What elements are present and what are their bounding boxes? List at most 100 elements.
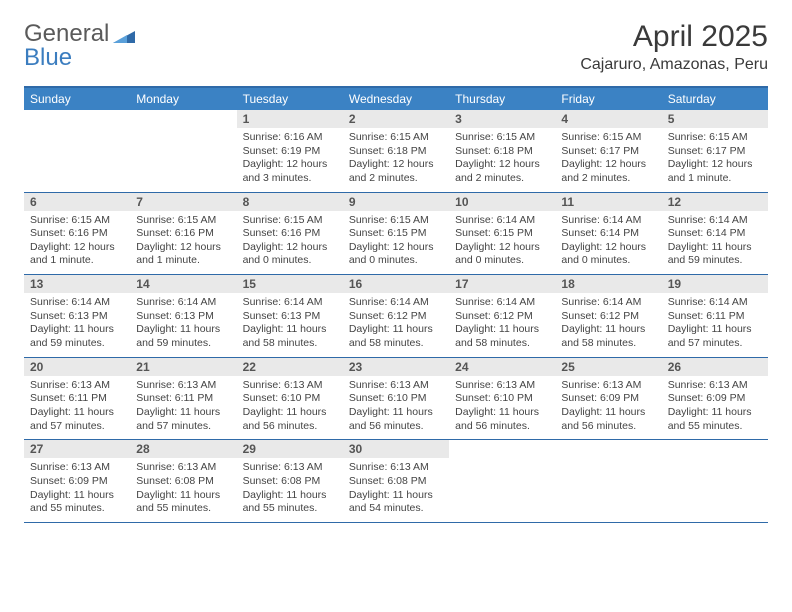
sunrise-text: Sunrise: 6:13 AM xyxy=(668,379,762,393)
day-body: Sunrise: 6:15 AMSunset: 6:18 PMDaylight:… xyxy=(449,128,555,192)
day-number: 27 xyxy=(24,440,130,458)
sunrise-text: Sunrise: 6:15 AM xyxy=(455,131,549,145)
daylight-text: Daylight: 11 hours and 56 minutes. xyxy=(561,406,655,433)
day-cell: 7Sunrise: 6:15 AMSunset: 6:16 PMDaylight… xyxy=(130,193,236,275)
sunset-text: Sunset: 6:13 PM xyxy=(243,310,337,324)
sunset-text: Sunset: 6:10 PM xyxy=(243,392,337,406)
daylight-text: Daylight: 12 hours and 1 minute. xyxy=(136,241,230,268)
sunset-text: Sunset: 6:09 PM xyxy=(30,475,124,489)
day-body: Sunrise: 6:13 AMSunset: 6:11 PMDaylight:… xyxy=(130,376,236,440)
day-number: 17 xyxy=(449,275,555,293)
sunset-text: Sunset: 6:15 PM xyxy=(349,227,443,241)
day-number: 23 xyxy=(343,358,449,376)
daylight-text: Daylight: 12 hours and 0 minutes. xyxy=(349,241,443,268)
day-body: Sunrise: 6:13 AMSunset: 6:10 PMDaylight:… xyxy=(237,376,343,440)
weekday-wednesday: Wednesday xyxy=(343,88,449,110)
sunset-text: Sunset: 6:16 PM xyxy=(136,227,230,241)
day-number: 29 xyxy=(237,440,343,458)
daylight-text: Daylight: 11 hours and 55 minutes. xyxy=(243,489,337,516)
day-number: 12 xyxy=(662,193,768,211)
day-body: Sunrise: 6:14 AMSunset: 6:13 PMDaylight:… xyxy=(24,293,130,357)
day-cell xyxy=(449,440,555,522)
week-row: 27Sunrise: 6:13 AMSunset: 6:09 PMDayligh… xyxy=(24,440,768,523)
title-block: April 2025 Cajaruro, Amazonas, Peru xyxy=(580,20,768,74)
sunrise-text: Sunrise: 6:13 AM xyxy=(243,379,337,393)
day-body: Sunrise: 6:13 AMSunset: 6:08 PMDaylight:… xyxy=(130,458,236,522)
day-cell xyxy=(555,440,661,522)
week-row: 6Sunrise: 6:15 AMSunset: 6:16 PMDaylight… xyxy=(24,193,768,276)
day-number: 4 xyxy=(555,110,661,128)
sunrise-text: Sunrise: 6:15 AM xyxy=(136,214,230,228)
daylight-text: Daylight: 11 hours and 58 minutes. xyxy=(349,323,443,350)
sunrise-text: Sunrise: 6:15 AM xyxy=(243,214,337,228)
daylight-text: Daylight: 11 hours and 56 minutes. xyxy=(349,406,443,433)
day-number: 16 xyxy=(343,275,449,293)
day-number: 13 xyxy=(24,275,130,293)
day-cell: 24Sunrise: 6:13 AMSunset: 6:10 PMDayligh… xyxy=(449,358,555,440)
day-number: 1 xyxy=(237,110,343,128)
daylight-text: Daylight: 11 hours and 57 minutes. xyxy=(668,323,762,350)
day-cell: 17Sunrise: 6:14 AMSunset: 6:12 PMDayligh… xyxy=(449,275,555,357)
day-body: Sunrise: 6:13 AMSunset: 6:10 PMDaylight:… xyxy=(449,376,555,440)
day-cell: 23Sunrise: 6:13 AMSunset: 6:10 PMDayligh… xyxy=(343,358,449,440)
weeks-container: 1Sunrise: 6:16 AMSunset: 6:19 PMDaylight… xyxy=(24,110,768,523)
day-cell: 8Sunrise: 6:15 AMSunset: 6:16 PMDaylight… xyxy=(237,193,343,275)
day-number: 11 xyxy=(555,193,661,211)
day-number: 3 xyxy=(449,110,555,128)
daylight-text: Daylight: 12 hours and 0 minutes. xyxy=(455,241,549,268)
sunrise-text: Sunrise: 6:13 AM xyxy=(30,379,124,393)
sunset-text: Sunset: 6:12 PM xyxy=(455,310,549,324)
month-title: April 2025 xyxy=(580,20,768,54)
day-body: Sunrise: 6:14 AMSunset: 6:12 PMDaylight:… xyxy=(449,293,555,357)
weekday-thursday: Thursday xyxy=(449,88,555,110)
day-body: Sunrise: 6:15 AMSunset: 6:17 PMDaylight:… xyxy=(662,128,768,192)
day-number: 28 xyxy=(130,440,236,458)
daylight-text: Daylight: 12 hours and 0 minutes. xyxy=(561,241,655,268)
sunset-text: Sunset: 6:17 PM xyxy=(561,145,655,159)
week-row: 13Sunrise: 6:14 AMSunset: 6:13 PMDayligh… xyxy=(24,275,768,358)
calendar: Sunday Monday Tuesday Wednesday Thursday… xyxy=(24,86,768,523)
day-body: Sunrise: 6:14 AMSunset: 6:12 PMDaylight:… xyxy=(343,293,449,357)
day-body: Sunrise: 6:14 AMSunset: 6:15 PMDaylight:… xyxy=(449,211,555,275)
day-cell: 9Sunrise: 6:15 AMSunset: 6:15 PMDaylight… xyxy=(343,193,449,275)
sunset-text: Sunset: 6:09 PM xyxy=(668,392,762,406)
day-cell: 14Sunrise: 6:14 AMSunset: 6:13 PMDayligh… xyxy=(130,275,236,357)
day-number: 30 xyxy=(343,440,449,458)
sunrise-text: Sunrise: 6:14 AM xyxy=(668,296,762,310)
day-body: Sunrise: 6:15 AMSunset: 6:15 PMDaylight:… xyxy=(343,211,449,275)
day-cell: 5Sunrise: 6:15 AMSunset: 6:17 PMDaylight… xyxy=(662,110,768,192)
day-cell: 6Sunrise: 6:15 AMSunset: 6:16 PMDaylight… xyxy=(24,193,130,275)
sunset-text: Sunset: 6:11 PM xyxy=(30,392,124,406)
day-body: Sunrise: 6:13 AMSunset: 6:08 PMDaylight:… xyxy=(343,458,449,522)
day-body: Sunrise: 6:14 AMSunset: 6:14 PMDaylight:… xyxy=(555,211,661,275)
daylight-text: Daylight: 11 hours and 58 minutes. xyxy=(561,323,655,350)
day-cell: 26Sunrise: 6:13 AMSunset: 6:09 PMDayligh… xyxy=(662,358,768,440)
weekday-sunday: Sunday xyxy=(24,88,130,110)
day-body: Sunrise: 6:15 AMSunset: 6:16 PMDaylight:… xyxy=(237,211,343,275)
daylight-text: Daylight: 12 hours and 0 minutes. xyxy=(243,241,337,268)
daylight-text: Daylight: 11 hours and 59 minutes. xyxy=(136,323,230,350)
sunrise-text: Sunrise: 6:13 AM xyxy=(455,379,549,393)
sunset-text: Sunset: 6:08 PM xyxy=(136,475,230,489)
day-body: Sunrise: 6:16 AMSunset: 6:19 PMDaylight:… xyxy=(237,128,343,192)
day-number: 24 xyxy=(449,358,555,376)
sunrise-text: Sunrise: 6:16 AM xyxy=(243,131,337,145)
day-number: 21 xyxy=(130,358,236,376)
day-body: Sunrise: 6:15 AMSunset: 6:18 PMDaylight:… xyxy=(343,128,449,192)
day-body: Sunrise: 6:14 AMSunset: 6:14 PMDaylight:… xyxy=(662,211,768,275)
day-cell: 19Sunrise: 6:14 AMSunset: 6:11 PMDayligh… xyxy=(662,275,768,357)
day-body: Sunrise: 6:15 AMSunset: 6:16 PMDaylight:… xyxy=(130,211,236,275)
sunrise-text: Sunrise: 6:15 AM xyxy=(561,131,655,145)
sunset-text: Sunset: 6:10 PM xyxy=(349,392,443,406)
sunset-text: Sunset: 6:16 PM xyxy=(243,227,337,241)
day-number: 26 xyxy=(662,358,768,376)
sunrise-text: Sunrise: 6:14 AM xyxy=(243,296,337,310)
logo-icon xyxy=(113,27,135,45)
day-cell xyxy=(130,110,236,192)
sunrise-text: Sunrise: 6:14 AM xyxy=(349,296,443,310)
day-number: 6 xyxy=(24,193,130,211)
day-body: Sunrise: 6:14 AMSunset: 6:13 PMDaylight:… xyxy=(130,293,236,357)
day-cell xyxy=(662,440,768,522)
day-body: Sunrise: 6:13 AMSunset: 6:09 PMDaylight:… xyxy=(24,458,130,522)
sunset-text: Sunset: 6:08 PM xyxy=(349,475,443,489)
